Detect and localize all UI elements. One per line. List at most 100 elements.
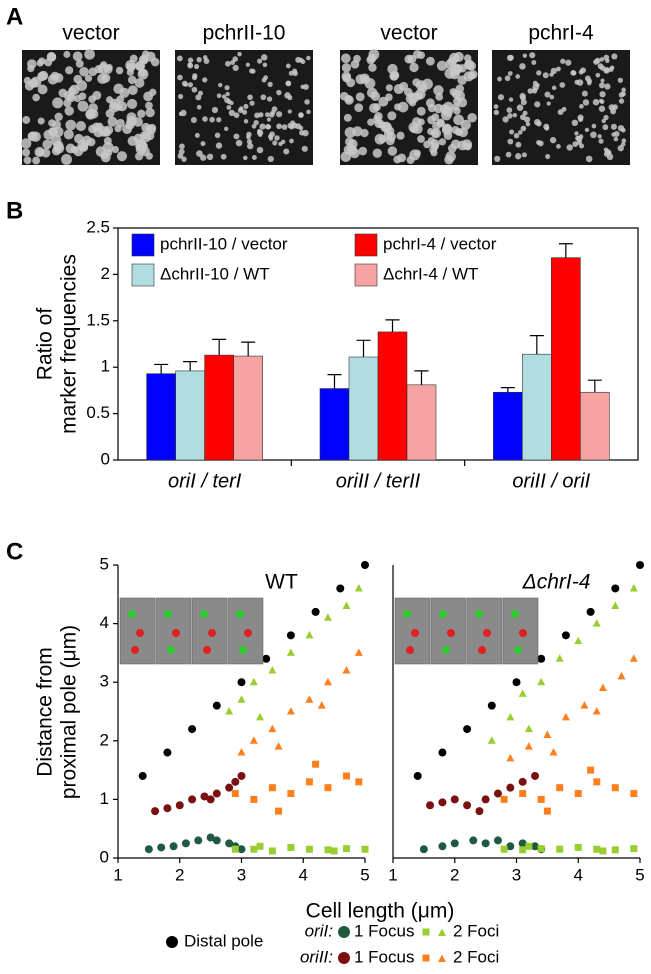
point xyxy=(175,801,184,810)
colony xyxy=(584,127,590,133)
colony xyxy=(349,148,360,159)
x-tick-label: oriII / terII xyxy=(336,470,421,492)
colony xyxy=(461,139,473,150)
colony xyxy=(505,151,512,158)
colony xyxy=(543,123,550,130)
colony xyxy=(427,127,435,135)
colony xyxy=(92,90,102,100)
point xyxy=(422,954,430,962)
colony xyxy=(368,49,380,61)
colony xyxy=(116,95,125,104)
colony xyxy=(600,78,605,83)
colony xyxy=(435,93,444,101)
point xyxy=(338,926,350,938)
colony xyxy=(417,51,426,59)
micrograph-dot xyxy=(439,610,447,618)
point xyxy=(580,701,589,709)
colony xyxy=(257,128,262,134)
colony xyxy=(274,135,280,141)
colony xyxy=(127,75,137,85)
colony xyxy=(340,151,352,162)
colony xyxy=(138,54,149,65)
point xyxy=(543,807,551,815)
colony xyxy=(187,82,194,88)
colony xyxy=(520,125,527,132)
point xyxy=(342,772,350,780)
micrograph-dot xyxy=(478,646,486,654)
colony xyxy=(226,99,232,105)
colony xyxy=(444,68,456,79)
point xyxy=(481,795,490,804)
colony xyxy=(283,148,290,155)
colony xyxy=(126,98,138,110)
colony xyxy=(256,146,264,154)
point xyxy=(268,724,277,733)
point xyxy=(593,778,601,786)
image-label: vector xyxy=(380,22,437,45)
colony xyxy=(519,63,526,70)
colony xyxy=(522,53,528,58)
point xyxy=(354,648,363,656)
point xyxy=(274,742,283,750)
x-tick-label: 5 xyxy=(635,865,644,884)
colony xyxy=(85,109,96,120)
colony xyxy=(269,131,275,138)
colony xyxy=(258,132,263,137)
colony xyxy=(368,63,377,72)
colony xyxy=(233,133,240,140)
colony xyxy=(529,52,536,59)
colony xyxy=(37,84,48,95)
colony xyxy=(285,63,291,69)
error-bar xyxy=(356,339,371,357)
colony xyxy=(268,136,274,141)
colony xyxy=(550,67,558,75)
colony xyxy=(276,111,283,118)
x-tick-label: 3 xyxy=(237,865,246,884)
colony xyxy=(106,96,114,104)
colony xyxy=(179,143,185,150)
colony xyxy=(281,124,288,130)
x-tick-label: 3 xyxy=(512,865,521,884)
colony xyxy=(580,67,587,74)
colony xyxy=(599,57,605,62)
point xyxy=(524,742,533,750)
colony xyxy=(611,53,618,60)
colony xyxy=(299,130,305,136)
colony xyxy=(355,74,366,85)
point xyxy=(169,842,178,851)
point xyxy=(531,771,540,780)
colony xyxy=(177,153,184,159)
plot-title: WT xyxy=(265,571,298,594)
colony xyxy=(42,139,53,150)
legend-swatch xyxy=(131,263,155,287)
colony xyxy=(287,122,294,129)
colony xyxy=(367,118,375,126)
colony xyxy=(598,98,604,103)
point xyxy=(525,842,533,850)
point xyxy=(286,648,295,656)
colony xyxy=(194,63,200,70)
point xyxy=(249,736,258,744)
colony xyxy=(292,70,298,77)
colony xyxy=(595,72,601,78)
colony xyxy=(556,144,561,149)
point xyxy=(311,607,320,616)
colony xyxy=(374,111,383,121)
legend-label: 2 Foci xyxy=(453,947,499,966)
colony xyxy=(598,105,606,112)
micrograph-dot xyxy=(519,629,527,637)
colony xyxy=(43,129,54,140)
error-bar xyxy=(500,387,515,393)
point xyxy=(275,807,283,815)
point xyxy=(592,619,601,627)
micrograph-dot xyxy=(164,610,172,618)
colony xyxy=(536,70,542,76)
legend-label: 1 Focus xyxy=(354,947,414,966)
point xyxy=(188,725,197,734)
bar xyxy=(233,355,263,461)
point xyxy=(336,584,345,593)
colony xyxy=(190,116,197,123)
colony xyxy=(581,90,588,97)
colony xyxy=(366,87,378,99)
colony xyxy=(559,82,566,88)
